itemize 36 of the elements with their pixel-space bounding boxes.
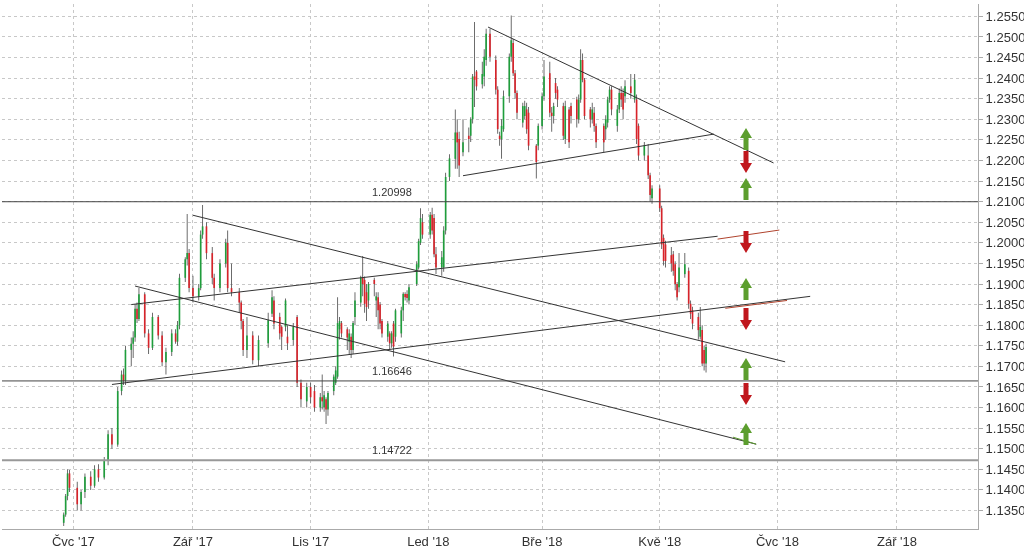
- y-tick-label: 1.1700: [985, 358, 1024, 374]
- y-tick-label: 1.1600: [985, 400, 1024, 416]
- y-tick-label: 1.1650: [985, 379, 1024, 395]
- y-tick-label: 1.1400: [985, 482, 1024, 498]
- y-tick-label: 1.2150: [985, 173, 1024, 189]
- y-tick-label: 1.1800: [985, 317, 1024, 333]
- x-tick-label: Zář '17: [172, 533, 213, 549]
- ref-line-label: 1.14722: [372, 444, 412, 456]
- y-tick-label: 1.2550: [985, 8, 1024, 24]
- x-tick-label: Led '18: [407, 533, 450, 549]
- ref-line-label: 1.20998: [372, 186, 412, 198]
- y-tick-label: 1.1350: [985, 503, 1024, 519]
- x-tick-label: Zář '18: [876, 533, 918, 549]
- y-tick-label: 1.1900: [985, 276, 1024, 292]
- y-tick-label: 1.1500: [985, 441, 1024, 457]
- y-tick-label: 1.1950: [985, 255, 1024, 271]
- y-tick-label: 1.1850: [985, 297, 1024, 313]
- y-tick-label: 1.2450: [985, 50, 1024, 66]
- y-tick-label: 1.2050: [985, 214, 1024, 230]
- x-tick-label: Čvc '18: [755, 533, 799, 549]
- y-tick-label: 1.2000: [985, 235, 1024, 251]
- y-tick-label: 1.2500: [985, 29, 1024, 45]
- y-tick-label: 1.1450: [985, 461, 1024, 477]
- x-tick-label: Lis '17: [292, 533, 330, 549]
- y-tick-label: 1.2250: [985, 132, 1024, 148]
- y-tick-label: 1.2350: [985, 91, 1024, 107]
- y-tick-label: 1.2200: [985, 153, 1024, 169]
- y-tick-label: 1.1750: [985, 338, 1024, 354]
- y-tick-label: 1.2300: [985, 111, 1024, 127]
- y-tick-label: 1.2400: [985, 70, 1024, 86]
- y-tick-label: 1.2100: [985, 194, 1024, 210]
- x-tick-label: Čvc '17: [51, 533, 95, 549]
- x-tick-label: Bře '18: [521, 533, 563, 549]
- ref-line-label: 1.16646: [372, 365, 412, 377]
- x-tick-label: Kvě '18: [638, 533, 682, 549]
- y-tick-label: 1.1550: [985, 420, 1024, 436]
